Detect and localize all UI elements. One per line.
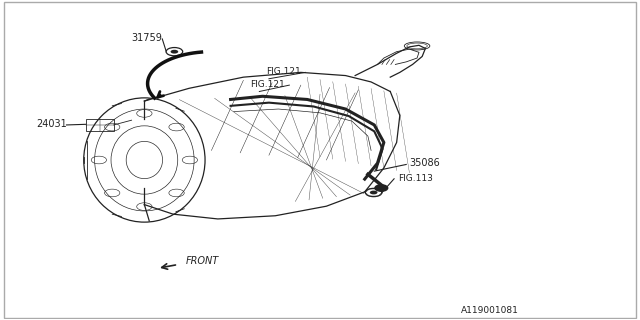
Circle shape	[171, 50, 178, 53]
Circle shape	[370, 191, 378, 195]
Text: FIG.113: FIG.113	[398, 174, 433, 183]
Circle shape	[375, 185, 388, 191]
Text: FIG.121: FIG.121	[250, 80, 285, 89]
Bar	[86, 119, 114, 131]
Text: 24031: 24031	[36, 118, 67, 129]
Text: A119001081: A119001081	[461, 306, 518, 315]
Text: 35086: 35086	[410, 158, 440, 168]
Text: 31759: 31759	[132, 33, 163, 43]
Text: FIG.121: FIG.121	[266, 67, 300, 76]
Text: FRONT: FRONT	[186, 256, 219, 266]
